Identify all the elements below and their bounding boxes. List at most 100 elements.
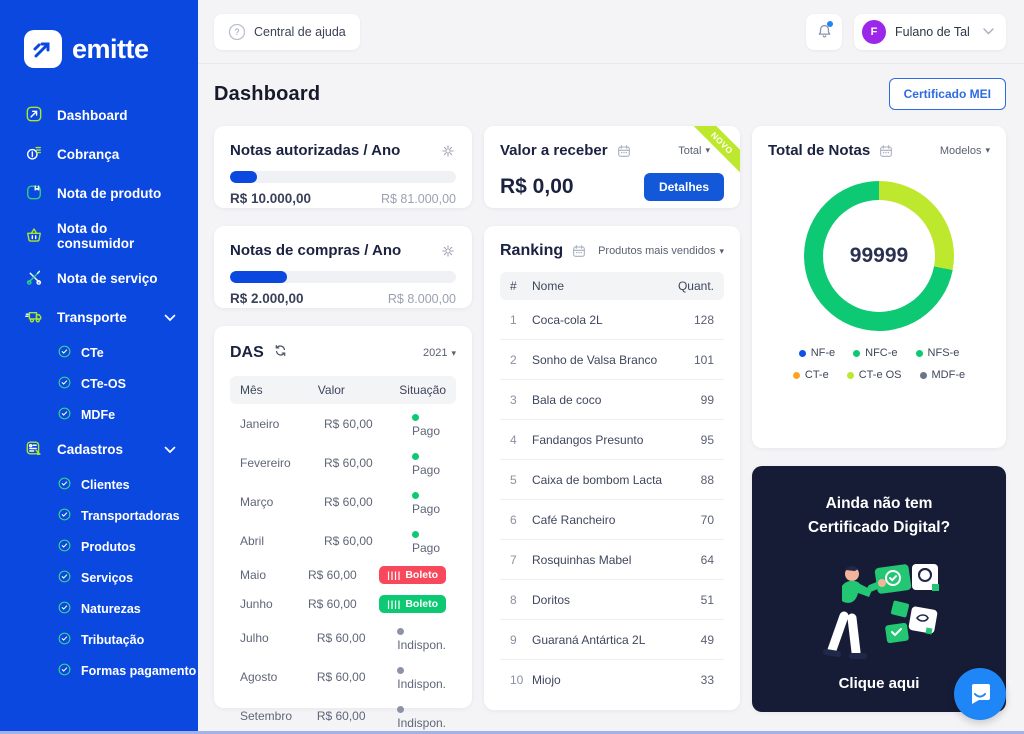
user-menu[interactable]: F Fulano de Tal <box>854 13 1006 50</box>
das-value: R$ 60,00 <box>308 596 357 611</box>
card-title: DAS <box>230 344 264 361</box>
das-month: Abril <box>240 533 265 548</box>
check-circle-icon <box>57 569 72 587</box>
status-label: Pago <box>412 501 441 516</box>
certificado-promo-card[interactable]: Ainda não tem Certificado Digital? <box>752 466 1006 712</box>
sidebar-subitem-label: Transportadoras <box>81 508 180 523</box>
sidebar-subitem-label: CTe <box>81 345 104 360</box>
valor-filter-dropdown[interactable]: Total ▾ <box>678 144 710 157</box>
promo-line1: Ainda não tem <box>825 495 933 512</box>
das-table-header: Mês Valor Situação <box>230 376 456 404</box>
ranking-row: 2 Sonho de Valsa Branco 101 <box>500 340 724 380</box>
das-row: Janeiro R$ 60,00 Pago <box>230 404 456 443</box>
chat-widget-button[interactable] <box>954 668 1006 720</box>
ranking-card: Ranking Produtos mais vendidos ▾ # Nome Q… <box>484 226 740 710</box>
refresh-icon[interactable] <box>272 342 289 364</box>
das-status: Indispon. <box>397 624 446 652</box>
das-status: Pago <box>412 488 446 516</box>
rank-number: 2 <box>510 352 517 367</box>
progress-track <box>230 271 456 283</box>
card-title: Total de Notas <box>768 142 871 159</box>
sidebar-subitem-naturezas[interactable]: Naturezas <box>0 593 198 624</box>
sidebar-item-label: Nota do consumidor <box>57 221 135 251</box>
sidebar-item-nota-do-consumidor[interactable]: Nota do consumidor <box>0 213 198 259</box>
sidebar-subitem-cte[interactable]: CTe <box>0 337 198 368</box>
calendar-icon <box>880 144 893 157</box>
sidebar-subitem-tributa-o[interactable]: Tributação <box>0 624 198 655</box>
sidebar-subitem-cte-os[interactable]: CTe-OS <box>0 368 198 399</box>
product-qty: 51 <box>700 592 714 607</box>
das-month: Setembro <box>240 708 293 723</box>
settings-gear-icon[interactable] <box>440 143 456 159</box>
sidebar-subitem-servi-os[interactable]: Serviços <box>0 562 198 593</box>
card-title: Valor a receber <box>500 142 608 159</box>
legend-item-nf-e: NF-e <box>798 347 835 359</box>
rank-number: 7 <box>510 552 517 567</box>
sidebar-item-nota-de-servi-o[interactable]: Nota de serviço <box>0 259 198 298</box>
das-year-dropdown[interactable]: 2021 ▾ <box>422 347 456 359</box>
certificado-mei-button[interactable]: Certificado MEI <box>888 78 1006 110</box>
boleto-badge[interactable]: |||| Boleto <box>379 565 446 584</box>
sidebar-item-cobran-a[interactable]: Cobrança <box>0 135 198 174</box>
legend-label: CT-e <box>804 369 829 381</box>
card-title: Notas autorizadas / Ano <box>230 142 401 159</box>
rank-number: 4 <box>510 432 517 447</box>
chevron-down-icon <box>164 310 176 325</box>
das-status: |||| Boleto <box>379 594 446 613</box>
sidebar-subitem-transportadoras[interactable]: Transportadoras <box>0 500 198 531</box>
check-circle-icon <box>57 507 72 525</box>
sidebar-subitem-formas-pagamento[interactable]: Formas pagamento <box>0 655 198 686</box>
settings-gear-icon[interactable] <box>440 243 456 259</box>
progress-track <box>230 171 456 183</box>
sidebar-subitem-mdfe[interactable]: MDFe <box>0 399 198 430</box>
sidebar-item-nota-de-produto[interactable]: Nota de produto <box>0 174 198 213</box>
modelos-dropdown[interactable]: Modelos ▾ <box>939 144 990 157</box>
clique-aqui-link[interactable]: Clique aqui <box>838 675 920 692</box>
legend-item-ct-e-os: CT-e OS <box>846 369 902 381</box>
page-title: Dashboard <box>214 82 321 105</box>
sidebar-item-cadastros[interactable]: Cadastros <box>0 430 198 469</box>
das-value: R$ 60,00 <box>324 455 373 470</box>
dropdown-arrow-icon: ▾ <box>719 245 724 256</box>
progress-current: R$ 10.000,00 <box>230 191 312 206</box>
das-status: Indispon. <box>397 663 446 691</box>
das-row: Março R$ 60,00 Pago <box>230 482 456 521</box>
sidebar-item-label: Cadastros <box>57 442 124 457</box>
calendar-icon <box>617 144 630 157</box>
ranking-filter-dropdown[interactable]: Produtos mais vendidos ▾ <box>598 245 724 257</box>
product-name: Caixa de bombom Lacta <box>532 472 663 487</box>
legend-item-nfc-e: NFC-e <box>853 347 898 359</box>
ranking-row: 4 Fandangos Presunto 95 <box>500 420 724 460</box>
detalhes-button[interactable]: Detalhes <box>643 173 724 201</box>
check-circle-icon <box>57 406 72 424</box>
sidebar-item-dashboard[interactable]: Dashboard <box>0 96 198 135</box>
sidebar-subitem-label: CTe-OS <box>81 376 126 391</box>
logo[interactable]: emitte <box>0 0 198 68</box>
boleto-badge[interactable]: |||| Boleto <box>379 594 446 613</box>
help-center-button[interactable]: ? Central de ajuda <box>214 13 360 50</box>
notas-autorizadas-card: Notas autorizadas / Ano R$ 10.000,00 R$ … <box>214 126 472 208</box>
product-name: Coca-cola 2L <box>532 312 603 327</box>
das-value: R$ 60,00 <box>308 567 357 582</box>
sidebar-subitem-produtos[interactable]: Produtos <box>0 531 198 562</box>
bottom-strip <box>0 731 1024 734</box>
status-label: Indispon. <box>397 637 446 652</box>
status-label: Indispon. <box>397 676 446 691</box>
status-label: Pago <box>412 462 441 477</box>
das-status: Pago <box>412 410 446 438</box>
novo-ribbon: NOVO <box>688 126 740 178</box>
main-area: ? Central de ajuda F Fulano de Tal Dashb… <box>198 0 1024 734</box>
das-month: Março <box>240 494 274 509</box>
product-qty: 88 <box>700 472 714 487</box>
status-dot <box>412 491 419 499</box>
das-month: Agosto <box>240 669 278 684</box>
chevron-down-icon <box>164 442 176 457</box>
product-name: Guaraná Antártica 2L <box>532 632 646 647</box>
legend-item-mdf-e: MDF-e <box>919 369 965 381</box>
notifications-button[interactable] <box>806 13 842 50</box>
progress-current: R$ 2.000,00 <box>230 291 304 306</box>
sidebar-subitem-clientes[interactable]: Clientes <box>0 469 198 500</box>
das-row: Abril R$ 60,00 Pago <box>230 521 456 560</box>
product-qty: 101 <box>693 352 714 367</box>
sidebar-item-transporte[interactable]: Transporte <box>0 298 198 337</box>
